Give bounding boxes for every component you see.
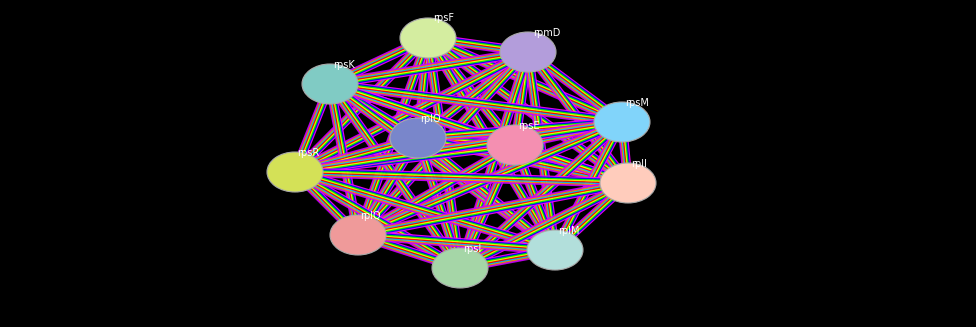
Ellipse shape [594, 102, 650, 142]
Text: rpsE: rpsE [518, 121, 540, 131]
Text: rpsK: rpsK [333, 60, 354, 70]
Text: rplI: rplI [631, 159, 647, 169]
Ellipse shape [400, 18, 456, 58]
Text: rpsR: rpsR [297, 148, 319, 158]
Ellipse shape [390, 118, 446, 158]
Ellipse shape [267, 152, 323, 192]
Text: rpsM: rpsM [625, 98, 649, 108]
Ellipse shape [487, 125, 543, 165]
Text: rpsF: rpsF [433, 13, 454, 23]
Text: rpmD: rpmD [533, 28, 560, 38]
Ellipse shape [302, 64, 358, 104]
Text: rplM: rplM [558, 226, 580, 236]
Ellipse shape [500, 32, 556, 72]
Ellipse shape [527, 230, 583, 270]
Text: rpsI: rpsI [463, 244, 481, 254]
Ellipse shape [330, 215, 386, 255]
Ellipse shape [432, 248, 488, 288]
Ellipse shape [600, 163, 656, 203]
Text: rplQ: rplQ [360, 211, 381, 221]
Text: rplO: rplO [420, 114, 440, 124]
